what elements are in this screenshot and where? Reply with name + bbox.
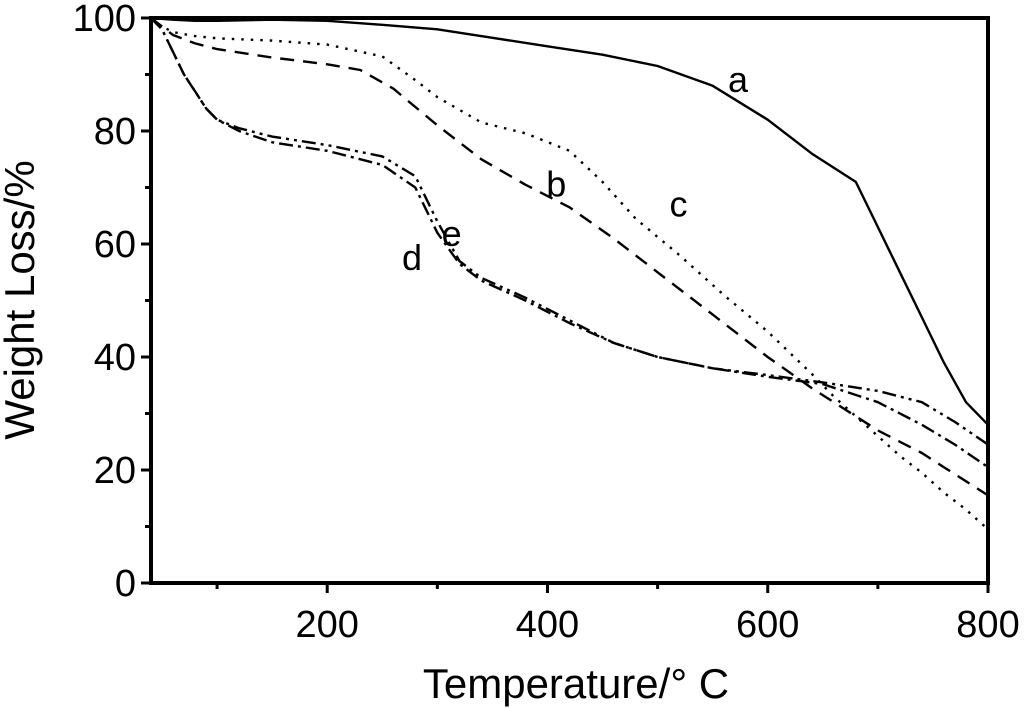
curve-label-e: e <box>442 213 462 254</box>
series-line-a <box>150 16 989 426</box>
x-tick-label: 400 <box>516 604 579 646</box>
y-tick-label: 80 <box>94 111 136 153</box>
y-tick-label: 40 <box>94 337 136 379</box>
y-tick-label: 0 <box>115 563 136 605</box>
curve-label-b: b <box>546 164 566 205</box>
label-layer: a b c de <box>402 59 749 278</box>
y-axis-title: Weight Loss/% <box>0 160 43 439</box>
tick-layer: 200 400 600 800 0 20 40 60 80 100 <box>73 0 1020 646</box>
series-line-c <box>150 17 989 531</box>
y-tick-label: 100 <box>73 0 136 40</box>
x-axis-title: Temperature/° C <box>423 660 729 707</box>
y-tick-label: 60 <box>94 224 136 266</box>
curve-label-a: a <box>728 59 749 100</box>
x-tick-label: 800 <box>956 604 1019 646</box>
curve-label-d: d <box>402 237 422 278</box>
series-layer <box>150 16 989 531</box>
series-line-e <box>150 17 989 446</box>
x-tick-label: 200 <box>296 604 359 646</box>
curve-label-c: c <box>670 183 688 224</box>
x-tick-label: 600 <box>736 604 799 646</box>
y-tick-label: 20 <box>94 450 136 492</box>
